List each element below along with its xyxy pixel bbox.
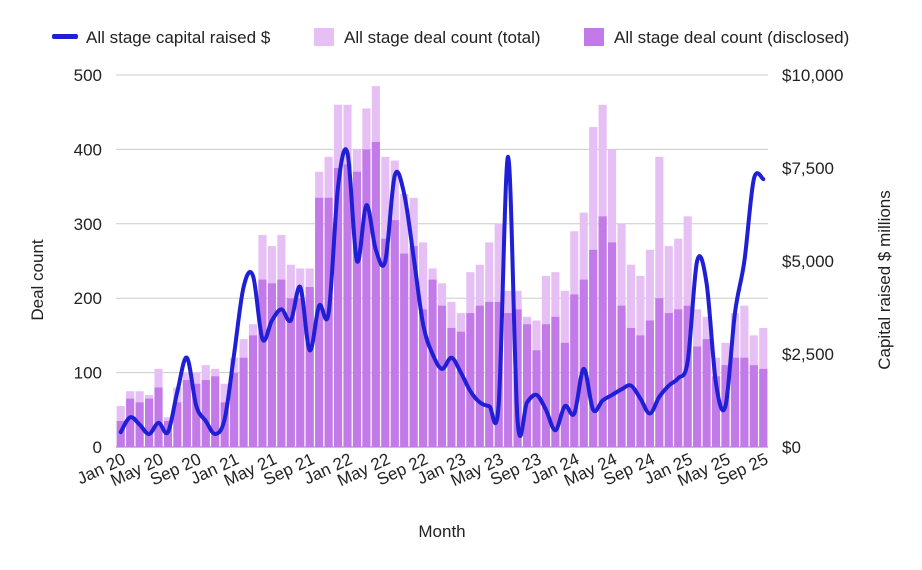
bar-disclosed bbox=[551, 316, 560, 447]
bar-disclosed bbox=[617, 305, 626, 447]
bar-disclosed bbox=[182, 380, 191, 447]
bar-disclosed bbox=[702, 339, 711, 447]
legend: All stage capital raised $ All stage dea… bbox=[52, 28, 849, 47]
legend-label-line: All stage capital raised $ bbox=[86, 28, 271, 47]
bar-disclosed bbox=[400, 253, 409, 447]
bar-disclosed bbox=[286, 298, 295, 447]
y-left-tick-label: 0 bbox=[93, 438, 102, 457]
bar-disclosed bbox=[447, 327, 456, 447]
bar-disclosed bbox=[315, 197, 324, 447]
bar-disclosed bbox=[466, 313, 475, 447]
bar-disclosed bbox=[560, 342, 569, 447]
bar-disclosed bbox=[589, 249, 598, 447]
bar-disclosed bbox=[305, 287, 314, 447]
bar-disclosed bbox=[362, 149, 371, 447]
bar-disclosed bbox=[485, 301, 494, 447]
bar-disclosed bbox=[437, 305, 447, 447]
bar-disclosed bbox=[598, 216, 607, 447]
bar-disclosed bbox=[664, 313, 673, 447]
capital-line bbox=[118, 147, 766, 438]
bar-disclosed bbox=[239, 357, 248, 447]
x-axis-title: Month bbox=[418, 522, 465, 541]
bar-disclosed bbox=[532, 350, 541, 447]
bar-disclosed bbox=[730, 357, 739, 447]
bar-disclosed bbox=[749, 365, 758, 447]
bar-disclosed bbox=[504, 313, 513, 447]
bar-disclosed bbox=[258, 279, 267, 447]
y-left-tick-label: 300 bbox=[74, 215, 102, 234]
bar-disclosed bbox=[333, 168, 343, 447]
legend-label-disclosed: All stage deal count (disclosed) bbox=[614, 28, 849, 47]
bar-disclosed bbox=[541, 324, 551, 447]
bar-disclosed bbox=[655, 298, 664, 447]
bar-disclosed bbox=[645, 320, 654, 447]
bar-disclosed bbox=[126, 398, 135, 447]
bar-disclosed bbox=[324, 197, 333, 447]
bar-disclosed bbox=[428, 279, 437, 447]
bar-disclosed bbox=[608, 242, 617, 447]
y-left-tick-label: 100 bbox=[74, 364, 102, 383]
bar-disclosed bbox=[419, 309, 428, 447]
bar-layer bbox=[116, 86, 768, 447]
legend-swatch-line bbox=[52, 34, 78, 39]
legend-swatch-disclosed bbox=[584, 28, 604, 46]
bar-disclosed bbox=[390, 220, 399, 447]
line-layer bbox=[118, 147, 766, 438]
bar-disclosed bbox=[759, 368, 768, 447]
bar-disclosed bbox=[409, 246, 418, 447]
bar-disclosed bbox=[248, 335, 258, 447]
bar-disclosed bbox=[267, 283, 276, 447]
bar-disclosed bbox=[381, 238, 390, 447]
bar-disclosed bbox=[456, 331, 465, 447]
y-axis-right-title: Capital raised $ millions bbox=[875, 190, 894, 370]
y-left-tick-label: 200 bbox=[74, 289, 102, 308]
y-left-tick-label: 500 bbox=[74, 66, 102, 85]
bar-disclosed bbox=[154, 387, 163, 447]
y-right-tick-label: $10,000 bbox=[782, 66, 843, 85]
bar-disclosed bbox=[201, 380, 210, 447]
y-axis-left-title: Deal count bbox=[28, 239, 47, 321]
bar-disclosed bbox=[579, 279, 588, 447]
bar-disclosed bbox=[522, 324, 532, 447]
bar-disclosed bbox=[693, 346, 702, 447]
y-right-tick-label: $7,500 bbox=[782, 159, 834, 178]
legend-label-total: All stage deal count (total) bbox=[344, 28, 541, 47]
bar-disclosed bbox=[211, 376, 220, 447]
bar-disclosed bbox=[740, 357, 749, 447]
bar-disclosed bbox=[683, 305, 692, 447]
bar-disclosed bbox=[371, 141, 380, 447]
bar-disclosed bbox=[277, 279, 286, 447]
bar-disclosed bbox=[145, 398, 154, 447]
y-right-tick-label: $2,500 bbox=[782, 345, 834, 364]
bar-disclosed bbox=[352, 171, 362, 447]
y-left-tick-label: 400 bbox=[74, 140, 102, 159]
bar-disclosed bbox=[173, 402, 182, 447]
bar-disclosed bbox=[343, 164, 352, 447]
bar-disclosed bbox=[636, 335, 645, 447]
bar-disclosed bbox=[475, 305, 484, 447]
bar-disclosed bbox=[192, 383, 201, 447]
legend-swatch-total bbox=[314, 28, 334, 46]
y-right-tick-label: $5,000 bbox=[782, 252, 834, 271]
bar-disclosed bbox=[230, 372, 239, 447]
bar-disclosed bbox=[296, 298, 305, 447]
bar-disclosed bbox=[570, 294, 579, 447]
y-right-tick-label: $0 bbox=[782, 438, 801, 457]
bar-disclosed bbox=[711, 376, 721, 447]
